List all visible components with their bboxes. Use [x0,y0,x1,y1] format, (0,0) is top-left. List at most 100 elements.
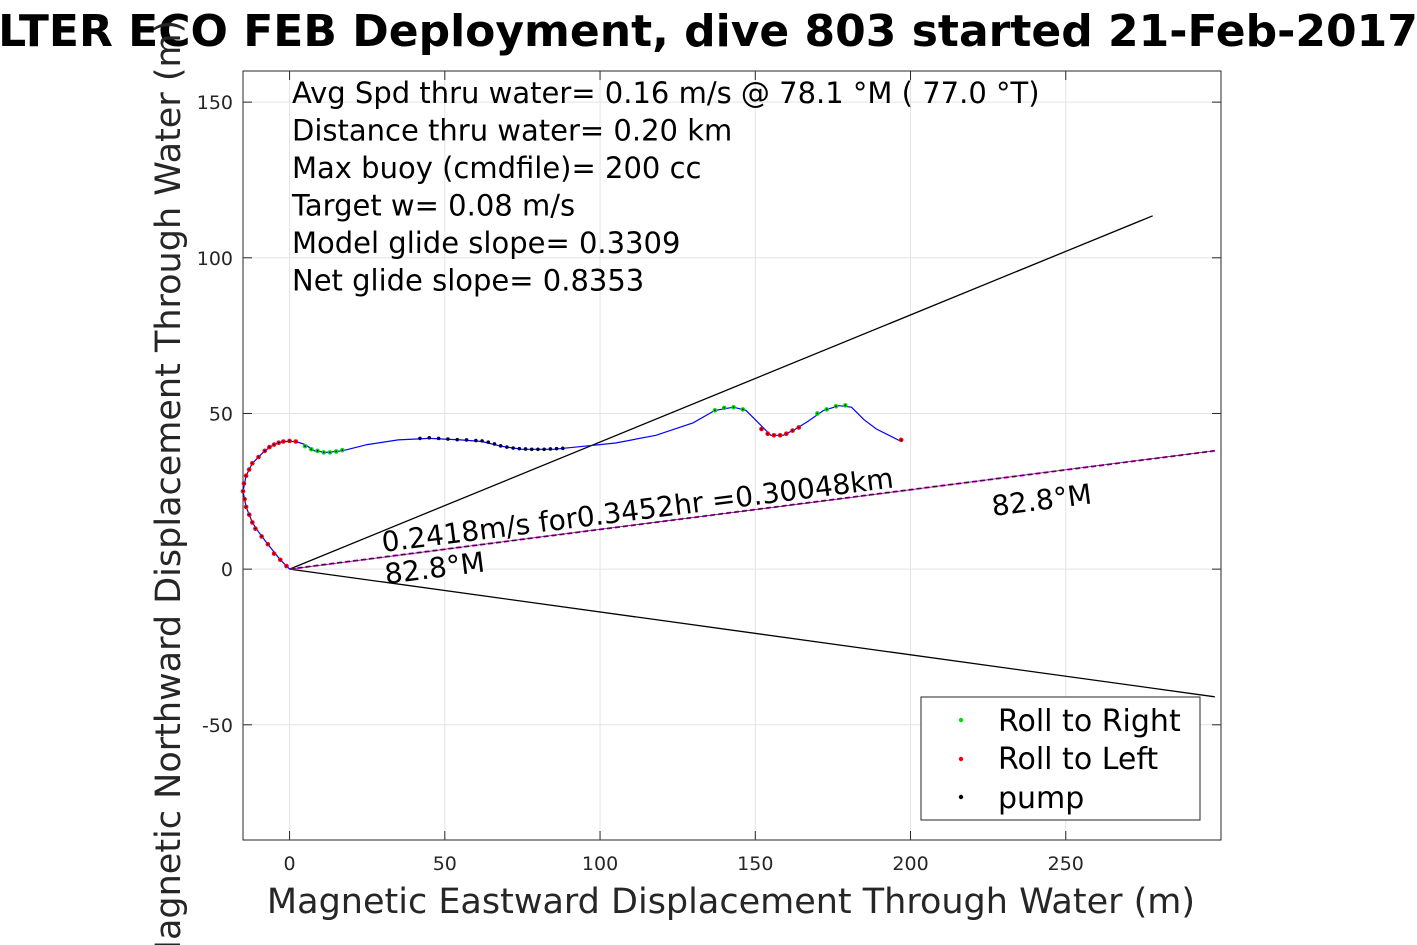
pump-point [523,447,528,451]
x-tick-label: 0 [284,853,296,875]
pump-point [427,435,432,440]
roll-to-left-point-core [760,428,763,430]
pump-point [464,438,469,442]
legend-label-roll-left: Roll to Left [998,742,1158,777]
y-axis-label: Magnetic Northward Displacement Through … [149,20,189,945]
roll-to-left-point-core [248,468,251,471]
pump-point [529,447,534,452]
x-tick-label: 150 [737,853,773,875]
roll-to-left-point-core [243,482,245,485]
roll-to-right-point-core [732,406,735,409]
roll-to-right-point-core [835,405,837,408]
pump-point [554,446,559,451]
roll-to-right-point-core [825,408,828,411]
roll-to-right-point-core [816,412,819,415]
roll-to-right-point-core [322,451,325,454]
roll-to-right-point-core [844,404,847,407]
roll-to-left-point-core [766,432,769,435]
roll-to-left-point-core [273,443,275,446]
x-tick-label: 200 [892,853,928,875]
x-axis-label: Magnetic Eastward Displacement Through W… [267,882,1195,922]
roll-to-left-point-core [273,552,275,555]
roll-to-left-point-core [243,498,246,500]
pump-point [511,446,515,450]
legend-label-pump: pump [998,781,1084,816]
roll-to-right-point-core [310,448,313,451]
legend-marker-roll-right [958,717,964,723]
roll-to-right-point-core [741,408,744,411]
roll-to-left-point-core [277,441,280,444]
roll-to-left-point-core [245,505,248,508]
tick-labels: 0 50 100 150 200 250 -50 0 50 100 150 [197,92,1084,875]
pump-point [505,445,509,449]
chart-title: LTER ECO FEB Deployment, dive 803 starte… [0,6,1417,57]
info-line: Net glide slope= 0.8353 [292,264,644,298]
info-line: Max buoy (cmdfile)= 200 cc [292,151,701,185]
roll-to-left-point-core [254,527,257,530]
roll-to-left-point-core [288,439,291,442]
pump-point [486,440,491,444]
roll-to-left-point-core [248,513,251,516]
roll-to-left-point-core [257,456,260,458]
pump-point [474,438,478,443]
roll-to-left-point-core [282,440,285,443]
roll-to-left-point-core [242,490,244,493]
y-tick-label: -50 [202,715,233,737]
roll-to-left-point-core [245,474,248,477]
current-vector-centerline [289,450,1215,570]
pump-point [536,447,540,452]
roll-to-right-point-core [304,445,306,448]
y-tick-label: 100 [197,248,233,270]
legend: Roll to Right Roll to Left pump [920,696,1201,821]
roll-to-left-point-core [294,440,297,443]
pump-point [418,436,422,441]
roll-to-left-point-core [285,565,288,567]
info-line: Distance thru water= 0.20 km [292,114,732,148]
info-line: Target w= 0.08 m/s [291,189,575,223]
x-tick-label: 250 [1048,853,1084,875]
pump-point [560,446,565,451]
roll-to-left-point-core [797,426,800,429]
legend-marker-pump [958,794,964,800]
roll-to-right-point-core [341,449,344,452]
roll-to-right-point-core [329,451,331,454]
roll-to-left-point-core [279,558,282,561]
roll-to-right-point-core [723,406,726,409]
roll-to-left-point-core [268,446,271,448]
pump-point [517,446,522,451]
envelope-upper-line [289,215,1153,570]
y-tick-label: 0 [221,559,233,581]
x-tick-label: 50 [433,853,457,875]
roll-to-right-point-core [714,409,716,412]
pump-point [492,442,497,446]
pump-point [480,439,484,443]
roll-to-left-point-core [251,462,254,465]
envelope-lower-line [289,568,1215,698]
roll-to-left-point-core [773,434,775,437]
pump-point [498,444,503,448]
roll-to-left-point-core [260,535,263,538]
y-tick-label: 150 [197,92,233,114]
roll-to-right-point-core [335,450,338,453]
legend-marker-roll-left [958,756,964,762]
y-tick-label: 50 [209,403,233,425]
pump-point [542,447,546,452]
info-line: Model glide slope= 0.3309 [292,226,680,260]
roll-to-left-point-core [263,449,266,452]
pump-point [436,436,441,441]
pump-point [455,437,460,442]
pump-point [446,437,450,441]
info-line: Avg Spd thru water= 0.16 m/s @ 78.1 °M (… [292,76,1040,110]
info-text-block: Avg Spd thru water= 0.16 m/s @ 78.1 °M (… [291,76,1040,298]
roll-to-left-point-core [266,543,269,546]
series-layer [240,215,1215,698]
roll-to-right-point-core [316,449,319,452]
pump-point [548,447,553,451]
legend-box [920,696,1201,821]
roll-to-left-point-core [791,429,794,432]
roll-to-left-point-core [779,434,782,437]
legend-label-roll-right: Roll to Right [998,704,1181,739]
roll-to-left-point-core [251,521,254,524]
roll-to-left-point-core [785,432,788,435]
